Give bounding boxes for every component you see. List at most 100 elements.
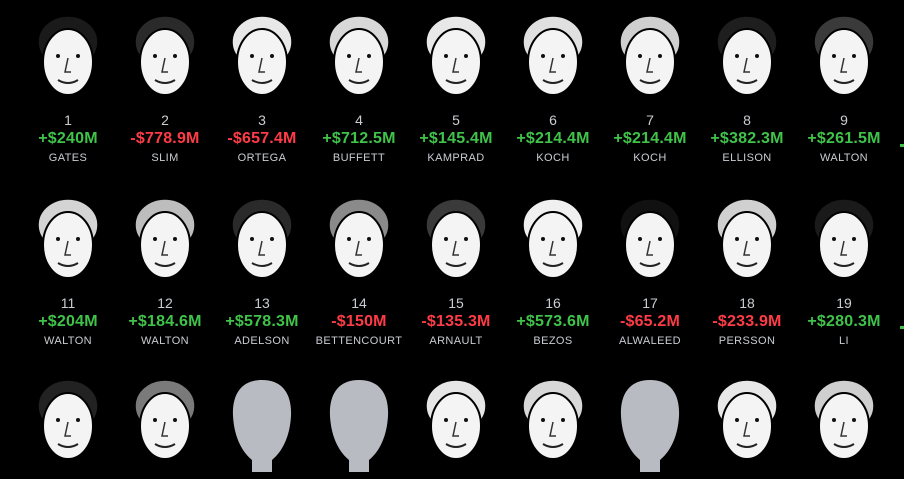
person-card: 7 +$214.4M KOCH xyxy=(602,12,698,166)
person-name: ARNAULT xyxy=(429,335,483,347)
wealth-change: +$214.4M xyxy=(613,130,687,147)
portrait-icon xyxy=(522,379,584,460)
portrait-icon xyxy=(716,379,778,460)
portrait-icon xyxy=(37,379,99,460)
portrait-icon xyxy=(328,15,390,96)
portrait-icon xyxy=(619,198,681,279)
person-name: KOCH xyxy=(536,152,570,164)
portrait-icon xyxy=(232,380,292,472)
rank-number: 9 xyxy=(840,112,848,128)
person-card: 3 -$657.4M ORTEGA xyxy=(214,12,310,166)
portrait-icon xyxy=(813,198,875,279)
rank-number: 16 xyxy=(545,295,561,311)
wealth-change: +$204M xyxy=(38,313,98,330)
offscreen-change-marker xyxy=(900,326,904,329)
person-card xyxy=(311,376,407,472)
wealth-change: +$145.4M xyxy=(419,130,493,147)
person-card xyxy=(699,376,795,472)
portrait-icon xyxy=(328,198,390,279)
person-name: KOCH xyxy=(633,152,667,164)
person-card: 4 +$712.5M BUFFETT xyxy=(311,12,407,166)
person-card xyxy=(20,376,116,472)
person-name: ELLISON xyxy=(722,152,772,164)
person-card: 19 +$280.3M LI xyxy=(796,195,892,349)
person-card: 13 +$578.3M ADELSON xyxy=(214,195,310,349)
person-card xyxy=(214,376,310,472)
portrait-icon xyxy=(716,198,778,279)
portrait-icon xyxy=(522,198,584,279)
rank-number: 12 xyxy=(157,295,173,311)
portrait-icon xyxy=(425,15,487,96)
portrait-icon xyxy=(37,198,99,279)
person-name: WALTON xyxy=(819,152,869,164)
rank-number: 19 xyxy=(836,295,852,311)
rank-number: 18 xyxy=(739,295,755,311)
portrait-icon xyxy=(134,379,196,460)
person-card: 15 -$135.3M ARNAULT xyxy=(408,195,504,349)
portrait-icon xyxy=(813,15,875,96)
person-name: BETTENCOURT xyxy=(315,335,403,347)
wealth-change: +$184.6M xyxy=(128,313,202,330)
portrait-icon xyxy=(329,380,389,472)
portrait-icon xyxy=(522,15,584,96)
person-name: ALWALEED xyxy=(619,335,681,347)
rank-number: 8 xyxy=(743,112,751,128)
person-card: 1 +$240M GATES xyxy=(20,12,116,166)
person-name: ADELSON xyxy=(234,335,290,347)
person-name: BUFFETT xyxy=(332,152,386,164)
rank-number: 15 xyxy=(448,295,464,311)
wealth-change: -$135.3M xyxy=(421,313,491,330)
portrait-icon xyxy=(231,198,293,279)
wealth-change: +$240M xyxy=(38,130,98,147)
wealth-change: +$214.4M xyxy=(516,130,590,147)
rank-number: 1 xyxy=(64,112,72,128)
wealth-change: +$261.5M xyxy=(807,130,881,147)
portrait-icon xyxy=(620,380,680,472)
wealth-change: +$573.6M xyxy=(516,313,590,330)
rank-number: 6 xyxy=(549,112,557,128)
person-name: GATES xyxy=(48,152,88,164)
person-card xyxy=(408,376,504,472)
person-card: 5 +$145.4M KAMPRAD xyxy=(408,12,504,166)
person-name: SLIM xyxy=(151,152,179,164)
wealth-change: +$712.5M xyxy=(322,130,396,147)
portrait-icon xyxy=(231,15,293,96)
rank-number: 17 xyxy=(642,295,658,311)
person-name: KAMPRAD xyxy=(427,152,485,164)
portrait-icon xyxy=(134,198,196,279)
portrait-icon xyxy=(813,379,875,460)
person-name: BEZOS xyxy=(533,335,573,347)
rank-number: 7 xyxy=(646,112,654,128)
person-name: LI xyxy=(839,335,849,347)
person-card: 16 +$573.6M BEZOS xyxy=(505,195,601,349)
rank-number: 11 xyxy=(60,295,76,311)
person-card: 11 +$204M WALTON xyxy=(20,195,116,349)
person-name: WALTON xyxy=(140,335,190,347)
person-card xyxy=(796,376,892,472)
rank-number: 13 xyxy=(254,295,270,311)
person-card: 14 -$150M BETTENCOURT xyxy=(311,195,407,349)
person-name: WALTON xyxy=(43,335,93,347)
person-card xyxy=(602,376,698,472)
portrait-icon xyxy=(716,15,778,96)
person-card: 8 +$382.3M ELLISON xyxy=(699,12,795,166)
person-name: PERSSON xyxy=(718,335,776,347)
wealth-change: -$65.2M xyxy=(619,313,681,330)
wealth-change: -$150M xyxy=(331,313,387,330)
portrait-icon xyxy=(619,15,681,96)
portrait-icon xyxy=(37,15,99,96)
wealth-change: -$233.9M xyxy=(712,313,782,330)
person-card xyxy=(505,376,601,472)
person-name: ORTEGA xyxy=(237,152,287,164)
portrait-icon xyxy=(134,15,196,96)
person-card: 6 +$214.4M KOCH xyxy=(505,12,601,166)
rank-number: 5 xyxy=(452,112,460,128)
person-card: 12 +$184.6M WALTON xyxy=(117,195,213,349)
person-card xyxy=(117,376,213,472)
wealth-change: -$657.4M xyxy=(227,130,297,147)
person-card: 2 -$778.9M SLIM xyxy=(117,12,213,166)
wealth-change: +$382.3M xyxy=(710,130,784,147)
portrait-icon xyxy=(425,198,487,279)
offscreen-change-marker xyxy=(900,144,904,147)
